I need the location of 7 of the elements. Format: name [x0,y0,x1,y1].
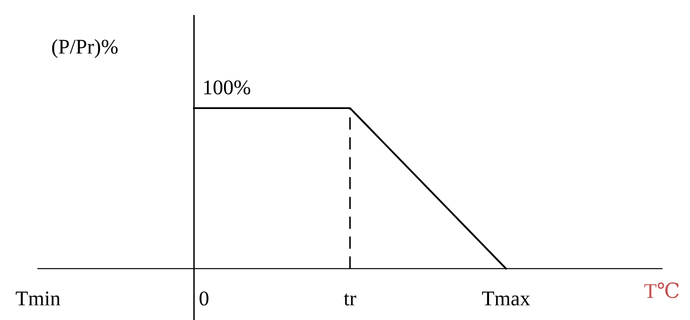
x-tick-label: Tmin [16,292,60,306]
x-tick-label: tr [344,294,356,306]
x-tick-label: Tmax [482,292,530,306]
annotation: 100% [204,80,250,94]
x-axis-title: T℃ [644,282,679,298]
x-tick-label: 0 [200,291,208,306]
y-axis-title: (P/Pr)% [52,39,118,58]
